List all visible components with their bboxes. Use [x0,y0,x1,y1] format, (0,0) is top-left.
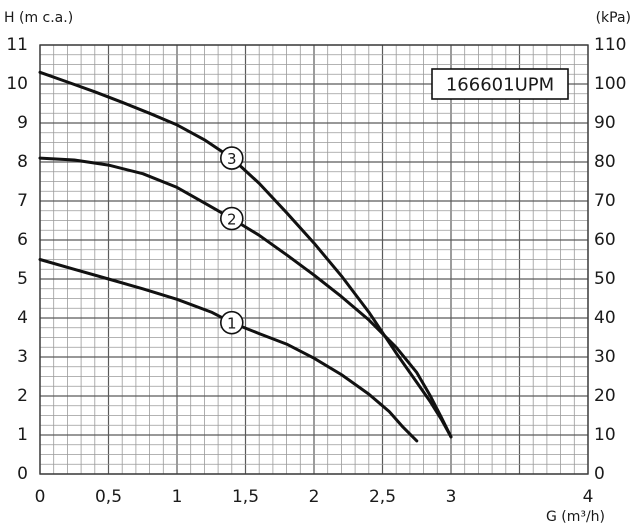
x-tick-label: 0 [35,487,46,507]
pump-curve-3 [38,70,453,439]
y-tick-label: 0 [17,464,28,484]
pump-curve-2 [38,156,453,439]
y-tick-label: 8 [17,152,28,172]
y-tick-label: 4 [17,308,28,328]
y-tick-label: 6 [17,230,28,250]
model-label-frame [431,68,569,100]
y2-tick-label: 20 [594,386,616,406]
tick-labels: 0123456789101101020304050607080901001100… [6,35,626,507]
y-tick-label: 3 [17,347,28,367]
x-tick-label: 4 [583,487,594,507]
y-tick-label: 9 [17,113,28,133]
y2-tick-label: 0 [594,464,605,484]
curve-marker-circle-2 [220,206,244,231]
y-tick-label: 7 [17,191,28,211]
y-tick-label: 11 [6,35,28,55]
curve-marker-circle-1 [220,310,244,335]
y-tick-label: 5 [17,269,28,289]
y2-tick-label: 10 [594,425,616,445]
curves [38,70,453,443]
model-label-box: 166601UPM [431,68,569,100]
y2-tick-label: 100 [594,74,626,94]
y2-axis-title: (kPa) [596,10,631,26]
x-tick-label: 3 [446,487,457,507]
y2-tick-label: 80 [594,152,616,172]
y2-tick-label: 60 [594,230,616,250]
curve-marker-label-2: 2 [227,211,237,229]
x-tick-label: 1 [172,487,183,507]
curve-marker-label-1: 1 [227,315,237,333]
y2-tick-label: 50 [594,269,616,289]
y2-tick-label: 110 [594,35,626,55]
curve-marker-label-3: 3 [227,150,237,168]
y-axis-title: H (m c.a.) [4,10,73,26]
curve-marker-circle-3 [220,146,244,170]
x-tick-label: 2 [309,487,320,507]
grid [39,44,589,475]
y2-tick-label: 30 [594,347,616,367]
curve-markers: 1 2 3 [220,146,244,335]
y2-tick-label: 70 [594,191,616,211]
model-label: 166601UPM [446,75,554,96]
y-tick-label: 2 [17,386,28,406]
y-tick-label: 1 [17,425,28,445]
x-tick-label: 1,5 [232,487,259,507]
y-tick-label: 10 [6,74,28,94]
y2-tick-label: 90 [594,113,616,133]
x-axis-title: G (m³/h) [546,509,605,525]
pump-curve-1 [38,258,419,443]
x-tick-label: 0,5 [95,487,122,507]
x-tick-label: 2,5 [369,487,396,507]
y2-tick-label: 40 [594,308,616,328]
